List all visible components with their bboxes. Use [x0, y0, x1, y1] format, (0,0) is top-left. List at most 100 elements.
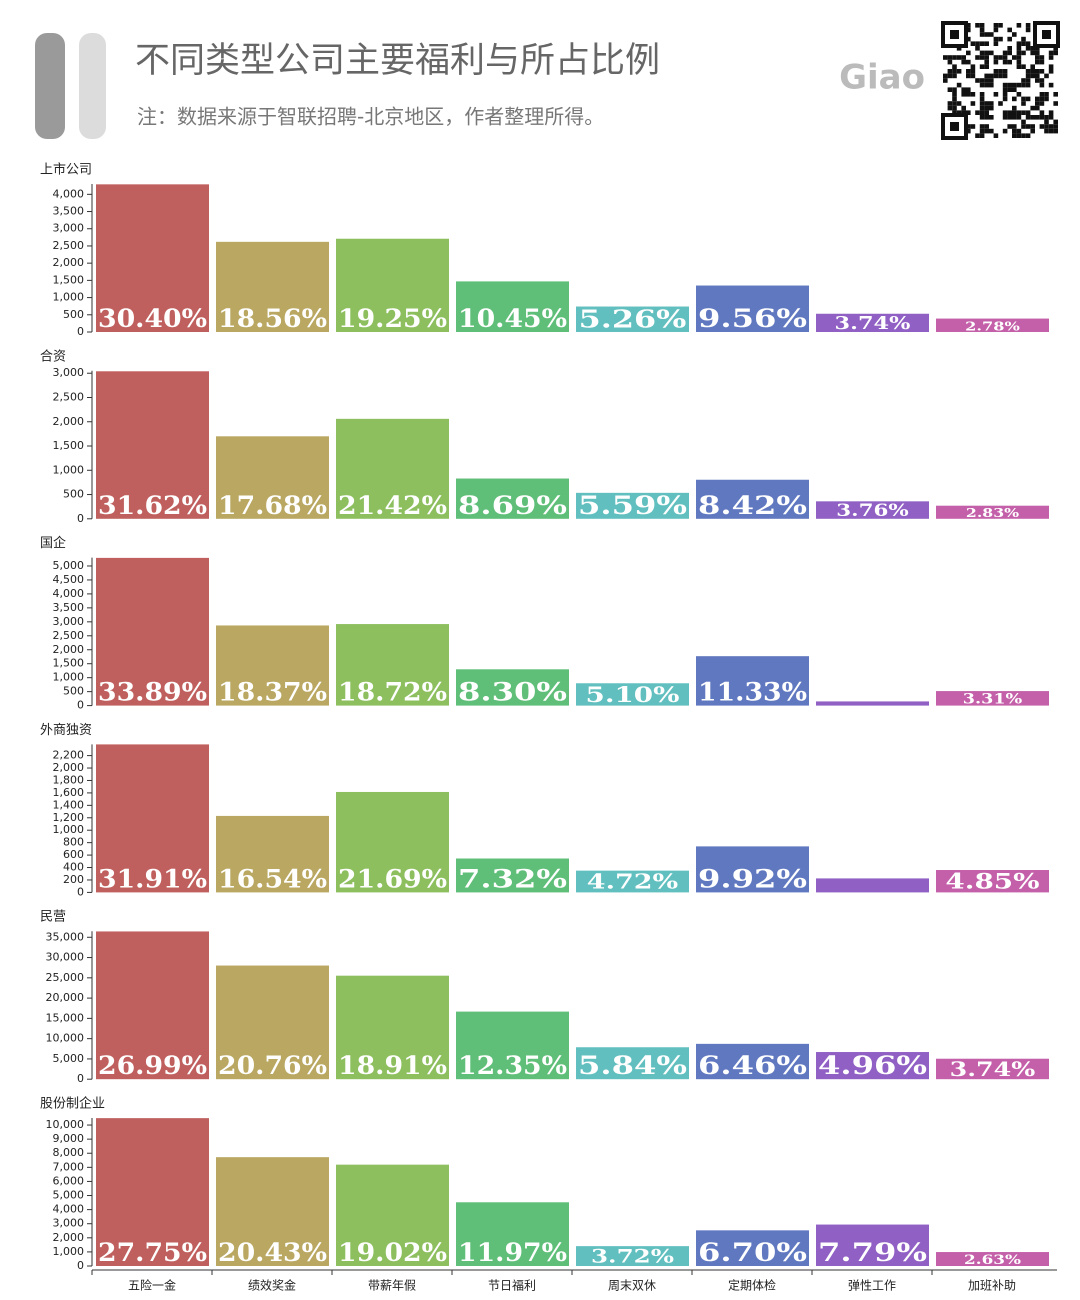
bar [576, 683, 689, 706]
qr-cell [984, 128, 989, 134]
qr-cell [1044, 128, 1049, 134]
qr-cell [1007, 59, 1012, 65]
qr-cell [1039, 55, 1045, 60]
bar [216, 1157, 329, 1266]
y-tick-label: 500 [63, 488, 84, 501]
qr-cell [961, 92, 966, 97]
y-tick-label: 5,000 [53, 559, 85, 572]
qr-cell [966, 36, 971, 42]
bar [576, 1047, 689, 1080]
bar-label: 21.42% [338, 491, 447, 520]
y-tick-label: 200 [63, 873, 84, 886]
bar-label: 3.74% [835, 314, 911, 334]
bar [336, 238, 449, 332]
header-bar [79, 33, 106, 139]
y-tick-label: 2,200 [53, 749, 85, 762]
qr-cell [1025, 69, 1031, 74]
qr-cell [984, 32, 989, 37]
qr-cell [1016, 115, 1022, 120]
qr-cell [952, 55, 957, 60]
qr-cell [1007, 110, 1012, 115]
bar-label: 5.10% [586, 683, 680, 708]
y-tick-label: 1,800 [53, 773, 85, 786]
y-tick-label: 25,000 [46, 971, 85, 984]
qr-cell [1025, 82, 1031, 88]
qr-cell [943, 78, 948, 83]
qr-cell [1053, 50, 1058, 56]
qr-cell [1007, 50, 1012, 56]
qr-cell [989, 101, 994, 106]
qr-cell [998, 69, 1003, 74]
qr-cell [1025, 27, 1031, 33]
bar-label: 19.02% [338, 1238, 447, 1267]
bar-label: 10.45% [458, 304, 567, 333]
y-tick-label: 2,000 [53, 415, 85, 428]
qr-cell [1021, 110, 1026, 115]
bar-label: 5.26% [579, 304, 687, 333]
qr-cell [1016, 92, 1022, 97]
qr-cell [1039, 96, 1045, 102]
qr-cell [984, 50, 989, 56]
qr-cell [952, 92, 957, 97]
qr-cell [1016, 110, 1022, 115]
bar [96, 184, 209, 332]
qr-cell [1012, 133, 1017, 138]
qr-cell [966, 92, 971, 97]
qr-cell [952, 105, 957, 111]
bar-label: 27.75% [98, 1238, 207, 1267]
qr-cell [993, 41, 999, 46]
qr-cell [956, 110, 962, 115]
y-tick-label: 2,500 [53, 239, 85, 252]
qr-cell [1030, 46, 1035, 51]
bar [576, 492, 689, 519]
qr-cell [1002, 92, 1008, 97]
x-tick-label: 五险一金 [128, 1278, 176, 1293]
y-tick-label: 4,000 [53, 1203, 85, 1216]
x-tick-label: 绩效奖金 [248, 1278, 296, 1293]
panel-title: 民营 [40, 910, 66, 925]
qr-cell [966, 87, 971, 92]
qr-cell [975, 46, 980, 51]
y-tick-label: 5,000 [53, 1189, 85, 1202]
qr-cell [989, 50, 994, 56]
bar-label: 20.43% [218, 1238, 327, 1267]
qr-cell [1030, 115, 1035, 120]
bar [216, 241, 329, 332]
bar-label: 6.70% [698, 1238, 807, 1267]
bar-label: 2.78% [965, 318, 1020, 333]
qr-cell [1021, 96, 1026, 102]
qr-cell [966, 23, 971, 28]
y-tick-label: 3,000 [53, 366, 85, 379]
bar [456, 858, 569, 893]
y-tick-label: 4,000 [53, 587, 85, 600]
qr-cell [979, 110, 985, 115]
bar-label: 4.96% [818, 1051, 927, 1080]
qr-cell [1021, 36, 1026, 42]
qr-cell [1016, 41, 1022, 46]
qr-cell [1044, 92, 1049, 97]
qr-cell [975, 41, 980, 46]
x-tick-label: 周末双休 [608, 1279, 656, 1293]
y-tick-label: 1,000 [53, 463, 85, 476]
qr-cell [1012, 32, 1017, 37]
qr-cell [998, 36, 1003, 42]
qr-cell [979, 128, 985, 134]
qr-cell [970, 124, 976, 129]
qr-cell [947, 87, 953, 92]
bar [336, 624, 449, 706]
y-tick-label: 30,000 [46, 951, 85, 964]
qr-cell [1002, 110, 1008, 115]
bar-label: 3.74% [950, 1058, 1036, 1081]
qr-cell [979, 41, 985, 46]
qr-cell [998, 101, 1003, 106]
qr-cell [984, 55, 989, 60]
qr-cell [1021, 64, 1026, 69]
qr-cell [1035, 115, 1040, 120]
qr-cell [1044, 124, 1049, 129]
qr-cell [1002, 87, 1008, 92]
bar-label: 19.25% [338, 304, 447, 333]
bar [96, 1118, 209, 1266]
bar-label: 9.56% [698, 304, 807, 333]
qr-cell [1002, 82, 1008, 88]
qr-cell [984, 115, 989, 120]
